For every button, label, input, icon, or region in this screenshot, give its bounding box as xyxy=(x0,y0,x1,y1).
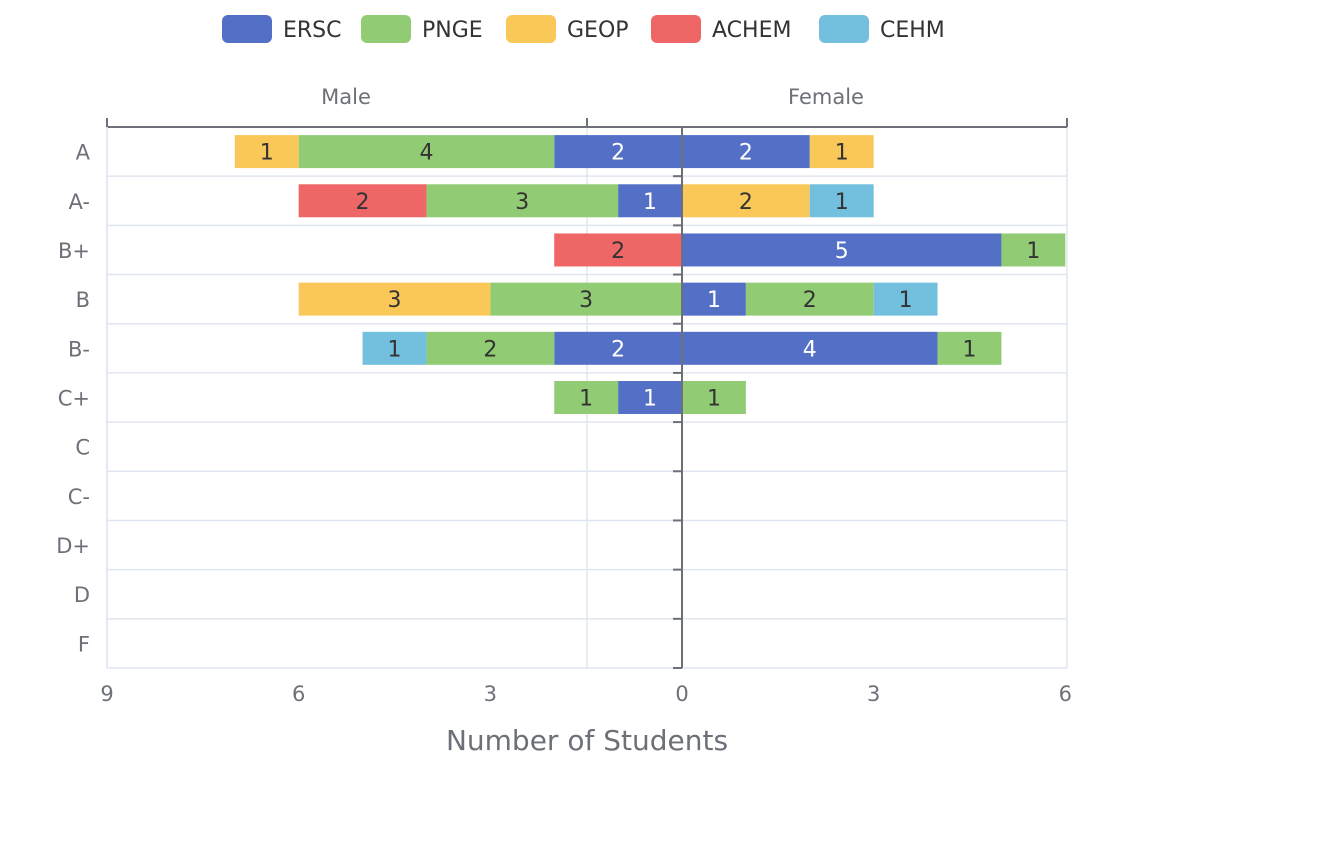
top-axis-label-female: Female xyxy=(788,85,864,109)
bar-female-geop-A- xyxy=(682,184,810,218)
y-tick-label: B xyxy=(76,288,90,312)
bar-female-geop-A xyxy=(809,135,874,169)
bar-female-pnge-B+ xyxy=(1001,233,1066,267)
bar-label: 3 xyxy=(579,288,593,313)
legend-swatch xyxy=(819,15,869,43)
y-tick-label: D+ xyxy=(56,534,90,558)
bar-label: 4 xyxy=(419,141,433,166)
top-axis-label-male: Male xyxy=(321,85,371,109)
bar-male-ersc-B- xyxy=(554,331,682,365)
legend-swatch xyxy=(651,15,701,43)
bar-female-ersc-B+ xyxy=(682,233,1002,267)
bar-male-pnge-A- xyxy=(426,184,619,218)
bar-label: 2 xyxy=(483,337,497,362)
legend-item-cehm[interactable]: CEHM xyxy=(819,15,945,43)
legend-label: ERSC xyxy=(283,18,342,43)
bar-female-pnge-C+ xyxy=(682,381,746,414)
bar-label: 1 xyxy=(643,190,657,215)
y-tick-label: C xyxy=(75,436,90,460)
bar-female-ersc-B- xyxy=(682,331,938,365)
axes: A A- B+ B B- C+ C C- D+ D F 3 6 9 0 3 6 xyxy=(56,118,1072,706)
bar-female-cehm-A- xyxy=(809,184,874,218)
y-tick-label: F xyxy=(78,632,90,656)
bar-male-ersc-C+ xyxy=(618,381,682,414)
bar-label: 1 xyxy=(643,387,657,412)
legend-label: ACHEM xyxy=(712,18,791,43)
bar-male-ersc-A- xyxy=(618,184,682,218)
y-tick-label: C- xyxy=(68,485,90,509)
bar-male-ersc-A xyxy=(554,135,682,169)
bar-label: 1 xyxy=(899,288,913,313)
bar-label: 2 xyxy=(803,288,817,313)
legend-label: CEHM xyxy=(880,18,945,43)
bar-label: 1 xyxy=(1026,239,1040,264)
bar-label: 1 xyxy=(963,337,977,362)
bar-male-achem-B+ xyxy=(554,233,682,267)
bar-male-pnge-B xyxy=(490,282,682,316)
bar-male-pnge-B- xyxy=(426,331,555,365)
bar-label: 1 xyxy=(388,337,402,362)
bar-male-achem-A- xyxy=(298,184,427,218)
x-tick-label-male: 9 xyxy=(100,682,113,706)
x-axis-title: Number of Students xyxy=(446,724,728,757)
bar-male-cehm-B- xyxy=(362,331,427,365)
x-tick-label-female: 3 xyxy=(867,682,880,706)
legend-item-geop[interactable]: GEOP xyxy=(506,15,629,43)
y-tick-label: C+ xyxy=(58,387,90,411)
bar-label: 2 xyxy=(739,190,753,215)
legend-label: GEOP xyxy=(567,18,629,43)
bar-female-pnge-B- xyxy=(937,331,1002,365)
legend: ERSC PNGE GEOP ACHEM CEHM xyxy=(222,15,945,43)
x-tick-label-female: 0 xyxy=(675,682,688,706)
x-tick-label-female: 6 xyxy=(1059,682,1072,706)
bar-female-ersc-B xyxy=(682,282,746,316)
bar-label: 3 xyxy=(388,288,402,313)
legend-swatch xyxy=(361,15,411,43)
bar-label: 1 xyxy=(835,141,849,166)
bar-label: 1 xyxy=(579,387,593,412)
legend-swatch xyxy=(506,15,556,43)
bar-label: 1 xyxy=(835,190,849,215)
bar-label: 2 xyxy=(611,337,625,362)
legend-swatch xyxy=(222,15,272,43)
x-tick-label-male: 6 xyxy=(292,682,305,706)
legend-label: PNGE xyxy=(422,18,483,43)
bar-label: 1 xyxy=(707,387,721,412)
bar-male-geop-B xyxy=(298,282,491,316)
bar-label: 2 xyxy=(611,141,625,166)
bar-label: 2 xyxy=(356,190,370,215)
y-tick-label: D xyxy=(74,583,90,607)
bar-male-geop-A xyxy=(234,135,299,169)
bar-label: 5 xyxy=(835,239,849,264)
legend-item-pnge[interactable]: PNGE xyxy=(361,15,483,43)
bar-label: 3 xyxy=(515,190,529,215)
y-tick-label: A xyxy=(76,141,91,165)
x-tick-label-male: 3 xyxy=(484,682,497,706)
bar-label: 4 xyxy=(803,337,817,362)
bar-male-pnge-C+ xyxy=(554,381,619,414)
bar-label: 1 xyxy=(260,141,274,166)
bar-female-pnge-B xyxy=(745,282,874,316)
bar-label: 2 xyxy=(611,239,625,264)
legend-item-achem[interactable]: ACHEM xyxy=(651,15,791,43)
y-tick-label: B- xyxy=(68,337,90,361)
legend-item-ersc[interactable]: ERSC xyxy=(222,15,342,43)
y-tick-label: A- xyxy=(69,190,90,214)
bar-male-pnge-A xyxy=(298,135,555,169)
bar-female-cehm-B xyxy=(873,282,938,316)
y-tick-label: B+ xyxy=(58,239,90,263)
bar-female-ersc-A xyxy=(682,135,810,169)
bar-label: 2 xyxy=(739,141,753,166)
bar-label: 1 xyxy=(707,288,721,313)
